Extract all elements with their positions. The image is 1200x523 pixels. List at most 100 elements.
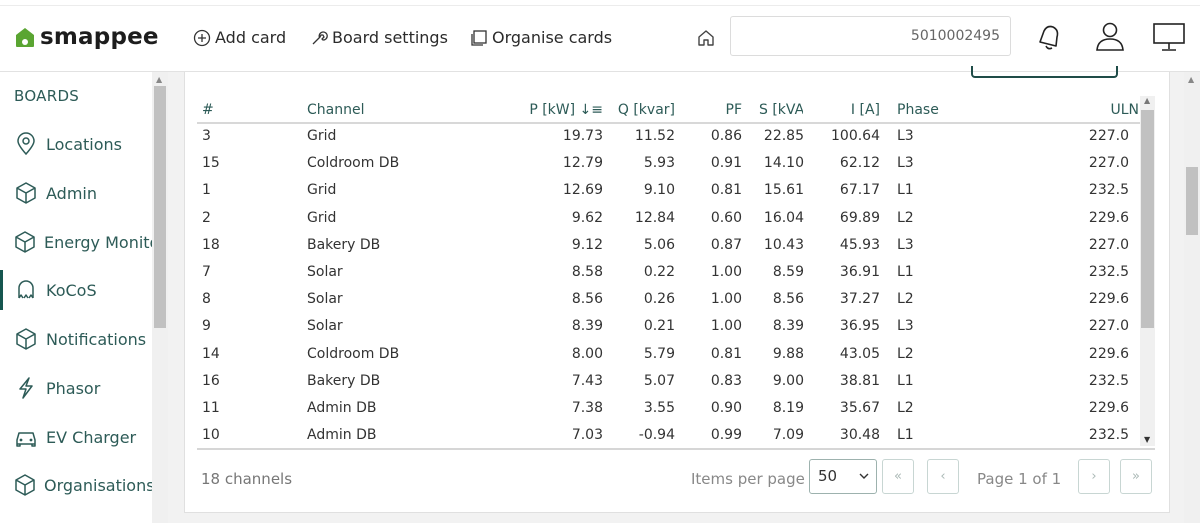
scrollbar-thumb[interactable] — [1141, 110, 1154, 328]
previous-page-button[interactable]: ‹ — [927, 459, 959, 494]
sidebar-item-locations[interactable]: Locations — [0, 124, 152, 164]
cell-q-kvar: 5.79 — [643, 345, 675, 362]
cell-pf: 0.91 — [710, 155, 742, 172]
cell-channel: Admin DB — [307, 400, 377, 416]
monitor-icon[interactable] — [1152, 20, 1186, 54]
cell-uln: 227.0 — [1088, 236, 1129, 253]
cube-icon — [13, 326, 39, 352]
card-top-button[interactable] — [971, 66, 1118, 78]
cube-icon — [13, 180, 39, 206]
table-row[interactable]: 8 Solar 8.56 0.26 1.00 8.56 37.27 L2 229.6 — [197, 287, 1140, 314]
board-settings-button[interactable]: Board settings — [310, 28, 448, 47]
sidebar-item-notifications[interactable]: Notifications — [0, 319, 152, 359]
boards-title: BOARDS — [14, 87, 80, 105]
boards-sidebar: BOARDS Locations Admin Energy Monito KoC… — [0, 72, 152, 523]
cell-q-kvar: 5.06 — [643, 236, 675, 253]
cell-p-kw: 7.38 — [571, 400, 603, 416]
table-row[interactable]: 11 Admin DB 7.38 3.55 0.90 8.19 35.67 L2 229.6 — [197, 396, 1140, 423]
cell-phase: L1 — [897, 264, 914, 280]
scrollbar-thumb[interactable] — [154, 86, 166, 328]
table-row[interactable]: 7 Solar 8.58 0.22 1.00 8.59 36.91 L1 232.5 — [197, 260, 1140, 287]
table-row[interactable]: 1 Grid 12.69 9.10 0.81 15.61 67.17 L1 232.5 — [197, 178, 1140, 205]
scroll-up-arrow-icon[interactable]: ▲ — [156, 75, 163, 84]
sidebar-item-label: Phasor — [46, 378, 101, 398]
cell-s-kva: 9.00 — [772, 372, 804, 389]
sidebar-item-ev-charger[interactable]: EV Charger — [0, 417, 152, 457]
column-header-phase[interactable]: Phase — [897, 102, 939, 118]
table-row[interactable]: 15 Coldroom DB 12.79 5.93 0.91 14.10 62.12 L3 22… — [197, 151, 1140, 178]
column-header-pf[interactable]: PF — [725, 102, 743, 118]
cell-s-kva: 10.43 — [763, 236, 804, 253]
cell-number: 14 — [202, 345, 220, 362]
items-per-page-select[interactable]: 50 — [809, 459, 877, 494]
table-scrollbar[interactable]: ▲ ▼ — [1140, 96, 1155, 446]
column-header-number[interactable]: # — [202, 102, 214, 118]
table-row[interactable]: 9 Solar 8.39 0.21 1.00 8.39 36.95 L3 227.0 — [197, 314, 1140, 341]
column-header-channel[interactable]: Channel — [307, 102, 365, 118]
column-header-s-kva[interactable]: S [kVA — [759, 102, 803, 118]
next-page-button[interactable]: › — [1078, 459, 1110, 494]
cell-pf: 0.99 — [710, 427, 742, 444]
first-page-button[interactable]: « — [882, 459, 914, 494]
sidebar-item-admin[interactable]: Admin — [0, 173, 152, 213]
channels-table: # Channel P [kW] ↓≡ Q [kvar] PF S [kVA I… — [197, 96, 1155, 448]
cell-uln: 229.6 — [1088, 400, 1129, 416]
last-page-button[interactable]: » — [1120, 459, 1152, 494]
add-card-label: Add card — [215, 28, 287, 47]
cell-phase: L3 — [897, 155, 914, 172]
sidebar-item-kocos[interactable]: KoCoS — [0, 270, 152, 310]
search-input[interactable]: 5010002495 — [730, 16, 1011, 56]
plus-circle-icon — [193, 29, 211, 46]
scrollbar-thumb[interactable] — [1186, 167, 1198, 235]
cell-channel: Solar — [307, 291, 343, 308]
cell-p-kw: 9.62 — [571, 209, 603, 226]
sidebar-item-label: Organisations — [44, 475, 152, 495]
column-header-i-a[interactable]: I [A] — [850, 102, 880, 118]
cell-p-kw: 7.03 — [571, 427, 603, 444]
sidebar-scrollbar[interactable]: ▲ — [152, 72, 168, 523]
cell-pf: 1.00 — [710, 318, 742, 335]
smappee-logo[interactable]: smappee — [14, 24, 159, 50]
cell-uln: 229.6 — [1088, 345, 1129, 362]
cell-p-kw: 8.58 — [571, 264, 603, 280]
sidebar-item-energy-monitor[interactable]: Energy Monito — [0, 222, 152, 262]
cell-pf: 0.90 — [710, 400, 742, 416]
cell-uln: 232.5 — [1088, 264, 1129, 280]
column-header-uln[interactable]: ULN — [1110, 102, 1139, 118]
cell-s-kva: 9.88 — [772, 345, 804, 362]
sidebar-item-label: KoCoS — [46, 280, 97, 300]
sidebar-item-label: EV Charger — [46, 427, 137, 447]
column-header-p-kw[interactable]: P [kW] ↓≡ — [529, 102, 603, 118]
column-header-q-kvar[interactable]: Q [kvar] — [617, 102, 675, 118]
table-row[interactable]: 14 Coldroom DB 8.00 5.79 0.81 9.88 43.05 L2 229.… — [197, 342, 1140, 369]
cell-s-kva: 22.85 — [763, 128, 804, 144]
table-row[interactable]: 2 Grid 9.62 12.84 0.60 16.04 69.89 L2 229.6 — [197, 206, 1140, 233]
user-icon[interactable] — [1094, 20, 1126, 52]
cell-uln: 232.5 — [1088, 182, 1129, 199]
cell-uln: 227.0 — [1088, 155, 1129, 172]
chevron-down-icon — [859, 473, 869, 479]
sidebar-item-organisations[interactable]: Organisations — [0, 465, 152, 505]
table-row[interactable]: 18 Bakery DB 9.12 5.06 0.87 10.43 45.93 L3 227.0 — [197, 233, 1140, 260]
home-icon[interactable] — [696, 28, 716, 48]
sidebar-item-phasor[interactable]: Phasor — [0, 368, 152, 408]
table-row[interactable]: 16 Bakery DB 7.43 5.07 0.83 9.00 38.81 L1 232.5 — [197, 369, 1140, 396]
cell-q-kvar: 0.21 — [643, 318, 675, 335]
scroll-up-arrow-icon[interactable]: ▲ — [1144, 96, 1151, 105]
cell-i-a: 62.12 — [839, 155, 880, 172]
scroll-down-arrow-icon[interactable]: ▼ — [1144, 435, 1151, 444]
add-card-button[interactable]: Add card — [193, 28, 286, 47]
house-logo-icon — [16, 28, 34, 47]
cell-s-kva: 14.10 — [763, 155, 804, 172]
table-footer-divider — [197, 448, 1155, 450]
page-scrollbar[interactable]: ▲ — [1184, 72, 1200, 523]
cell-p-kw: 9.12 — [571, 236, 603, 253]
table-row[interactable]: 10 Admin DB 7.03 -0.94 0.99 7.09 30.48 L1 232.5 — [197, 423, 1140, 448]
table-header-divider — [197, 122, 1140, 124]
cell-i-a: 30.48 — [839, 427, 880, 444]
scroll-up-arrow-icon[interactable]: ▲ — [1188, 75, 1195, 84]
bell-icon[interactable] — [1034, 20, 1066, 52]
cell-pf: 0.83 — [710, 372, 742, 389]
organise-cards-button[interactable]: Organise cards — [470, 28, 612, 47]
table-row[interactable]: 3 Grid 19.73 11.52 0.86 22.85 100.64 L3 227.0 — [197, 124, 1140, 151]
